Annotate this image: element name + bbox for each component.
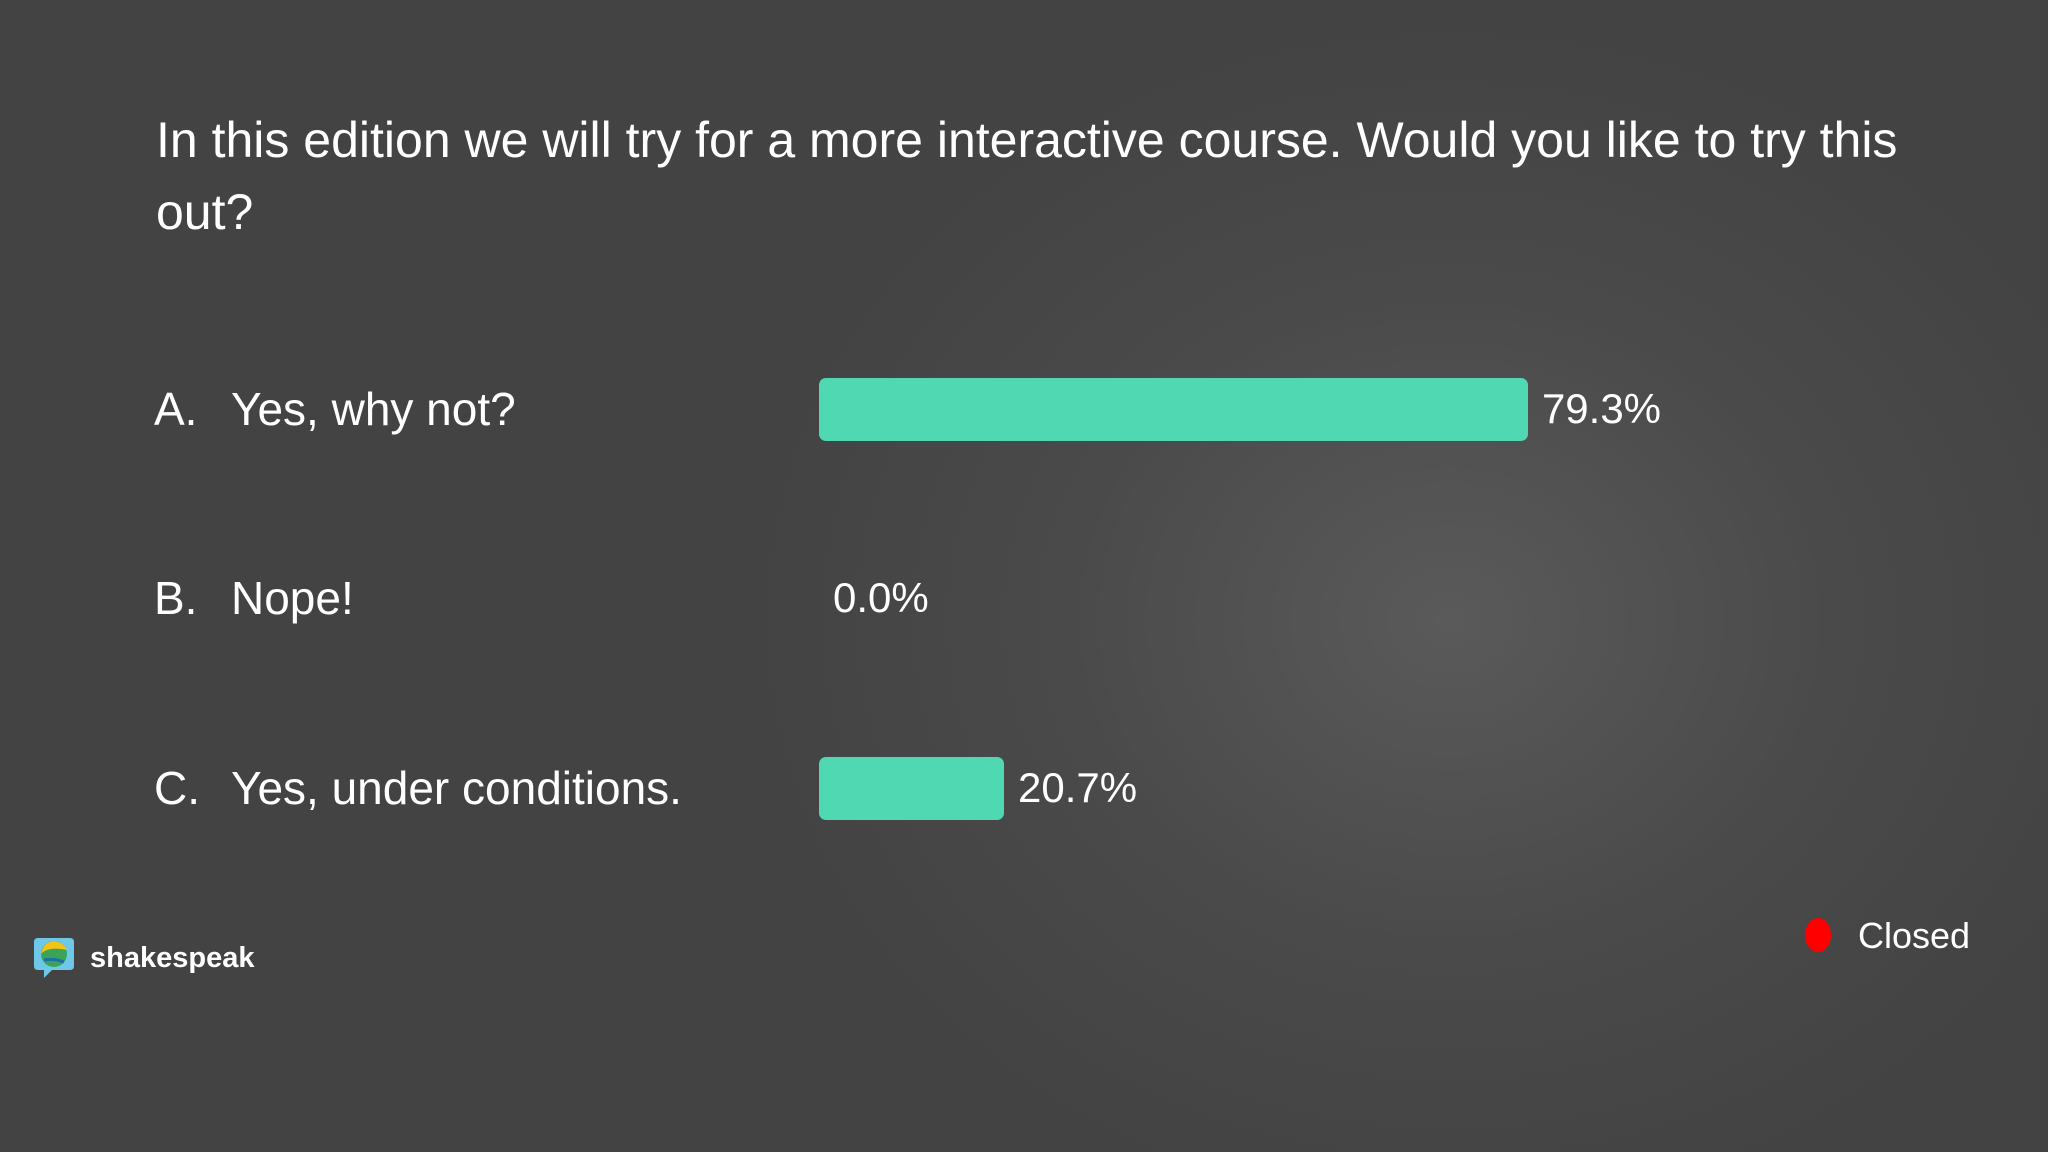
option-letter: A. xyxy=(154,383,198,435)
option-label: Nope! xyxy=(231,572,354,624)
value-label: 20.7% xyxy=(1018,764,1138,811)
question-title: In this edition we will try for a more i… xyxy=(156,112,1898,240)
option-label: Yes, why not? xyxy=(231,383,516,435)
value-label: 79.3% xyxy=(1541,385,1662,432)
bar xyxy=(819,756,1005,820)
status-indicator xyxy=(1805,918,1831,952)
bar xyxy=(819,377,1528,441)
brand-logo xyxy=(34,938,74,978)
status-label: Closed xyxy=(1858,915,1971,956)
option-letter: B. xyxy=(154,572,198,624)
brand-name: shakespeak xyxy=(90,942,255,974)
value-label: 0.0% xyxy=(833,574,929,621)
option-label: Yes, under conditions. xyxy=(231,762,682,814)
option-letter: C. xyxy=(154,762,200,814)
